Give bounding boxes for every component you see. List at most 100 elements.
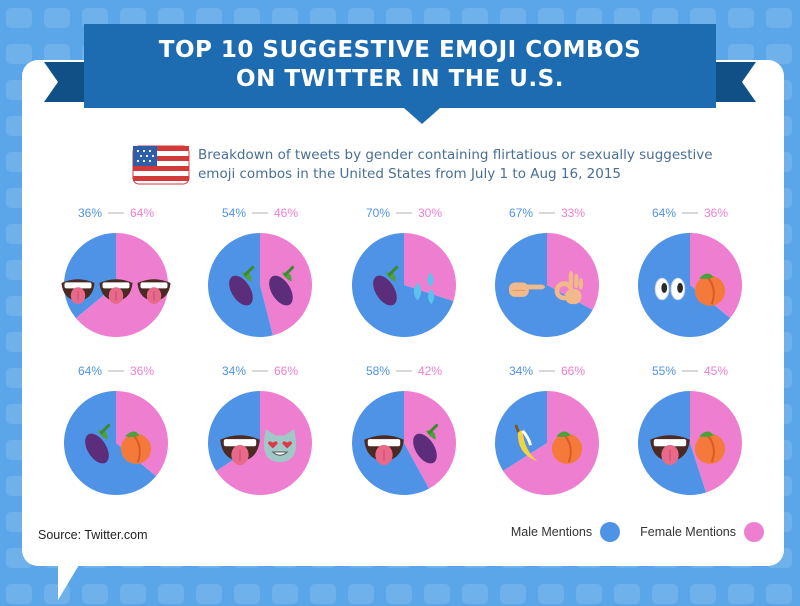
male-percent-label: 64%: [78, 364, 102, 378]
background-tile: [462, 584, 488, 604]
title-line-2: ON TWITTER IN THE U.S.: [236, 66, 564, 92]
banana-icon: [514, 424, 538, 462]
pie-slice-male: [351, 233, 454, 338]
background-tile: [272, 584, 298, 604]
background-tile: [538, 584, 564, 604]
background-tile: [234, 584, 260, 604]
background-tile: [728, 44, 754, 64]
sweat-droplets-icon: [413, 272, 435, 305]
male-percent-label: 70%: [366, 206, 390, 220]
female-percent-label: 33%: [561, 206, 585, 220]
pie-slice-male: [64, 391, 157, 495]
ok-hand-icon: [554, 271, 583, 305]
background-tile: [424, 8, 450, 28]
legend-label-male: Male Mentions: [510, 525, 593, 539]
background-tile: [272, 8, 298, 28]
male-percent-label: 36%: [78, 206, 102, 220]
peach-icon: [694, 273, 726, 306]
background-tile: [652, 8, 678, 28]
subtitle-line-2: emoji combos in the United States from J…: [198, 166, 622, 182]
peach-icon: [120, 431, 152, 464]
male-percent-label: 58%: [366, 364, 390, 378]
eggplant-icon: [269, 265, 295, 306]
background-tile: [120, 8, 146, 28]
eggplant-icon: [85, 423, 111, 464]
pie-slice-female: [116, 391, 169, 477]
background-tile: [728, 584, 754, 604]
tongue-face-icon: [364, 435, 404, 466]
heart-eyes-cat-icon: [263, 429, 297, 463]
card-speech-tail: [58, 560, 82, 600]
pie-slice-female: [690, 233, 743, 319]
female-percent-label: 36%: [704, 206, 728, 220]
background-tile: [500, 584, 526, 604]
background-tile: [348, 584, 374, 604]
legend-swatch-male: [600, 522, 621, 542]
background-tile: [158, 584, 184, 604]
background-tile: [310, 8, 336, 28]
background-tile: [500, 8, 526, 28]
background-tile: [44, 44, 70, 64]
female-percent-label: 36%: [130, 364, 154, 378]
male-percent-label: 64%: [652, 206, 676, 220]
male-percent-label: 54%: [222, 206, 246, 220]
background-tile: [386, 584, 412, 604]
eggplant-icon: [413, 423, 439, 464]
legend: Male Mentions Female Mentions: [491, 522, 764, 542]
male-percent-label: 34%: [222, 364, 246, 378]
pie-chart-2: 54% 46%: [208, 206, 313, 338]
background-tile: [158, 8, 184, 28]
title-line-1: TOP 10 SUGGESTIVE EMOJI COMBOS: [158, 37, 642, 63]
male-percent-label: 34%: [509, 364, 533, 378]
source-note: Source: Twitter.com: [38, 528, 148, 542]
pie-chart-7: 34% 66%: [207, 364, 312, 495]
pie-slice-male: [495, 233, 593, 338]
us-flag-icon: [132, 145, 190, 185]
legend-item-female: Female Mentions: [640, 522, 764, 542]
chart-subtitle: Breakdown of tweets by gender containing…: [198, 146, 758, 184]
tongue-face-icon: [137, 279, 171, 304]
background-tile: [6, 584, 32, 604]
background-tile: [652, 584, 678, 604]
background-tile: [82, 584, 108, 604]
female-percent-label: 46%: [274, 206, 298, 220]
background-tile: [766, 44, 792, 64]
background-tile: [234, 8, 260, 28]
tongue-face-icon: [220, 435, 260, 466]
background-tile: [120, 584, 146, 604]
background-tile: [82, 8, 108, 28]
male-percent-label: 67%: [509, 206, 533, 220]
eggplant-icon: [373, 265, 399, 306]
background-tile: [690, 8, 716, 28]
background-tile: [6, 8, 32, 28]
tongue-face-icon: [650, 435, 690, 466]
background-tile: [386, 8, 412, 28]
background-tile: [614, 8, 640, 28]
background-tile: [44, 8, 70, 28]
eyes-icon: [654, 277, 686, 301]
subtitle-line-1: Breakdown of tweets by gender containing…: [198, 147, 713, 163]
background-tile: [196, 8, 222, 28]
background-tile: [310, 584, 336, 604]
female-percent-label: 64%: [130, 206, 154, 220]
background-tile: [766, 584, 792, 604]
background-tile: [576, 584, 602, 604]
legend-swatch-female: [744, 522, 764, 542]
female-percent-label: 30%: [418, 206, 442, 220]
background-tile: [538, 8, 564, 28]
background-tile: [576, 8, 602, 28]
female-percent-label: 42%: [418, 364, 442, 378]
pie-chart-4: 67% 33%: [495, 206, 600, 338]
eggplant-icon: [229, 265, 255, 306]
background-tile: [6, 44, 32, 64]
background-tile: [348, 8, 374, 28]
tongue-face-icon: [61, 279, 95, 304]
title-banner: [44, 24, 756, 124]
background-tile: [462, 8, 488, 28]
legend-item-male: Male Mentions: [510, 522, 621, 542]
background-tile: [196, 584, 222, 604]
pointing-hand-icon: [509, 282, 545, 297]
background-tile: [766, 8, 792, 28]
